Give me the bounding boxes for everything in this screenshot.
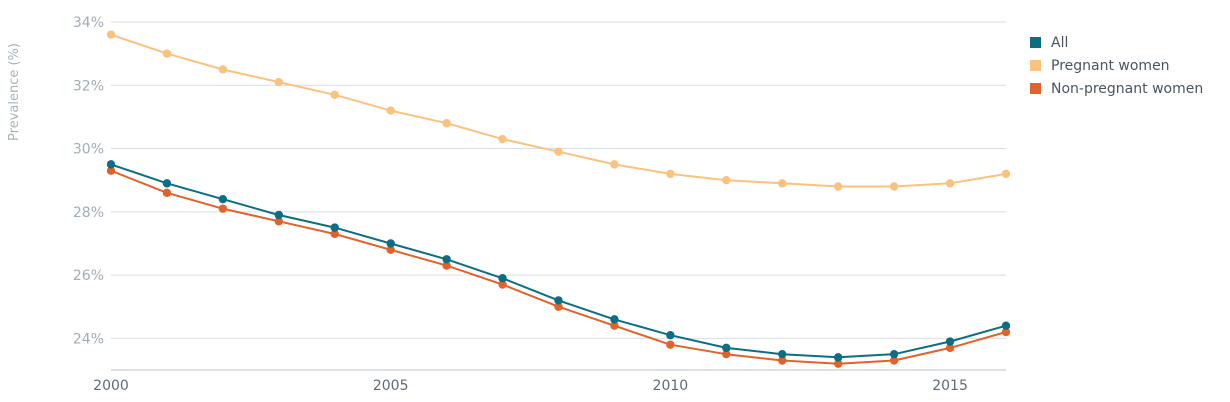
data-point [554,147,563,156]
legend-label: All [1051,35,1068,51]
y-tick-label: 26% [73,268,104,284]
series-line [110,163,1007,359]
x-tick-label: 2000 [93,378,129,394]
data-point [1001,169,1011,179]
data-point [106,30,116,39]
y-tick-label: 30% [73,142,104,158]
data-point [218,65,228,74]
data-point [498,280,507,289]
data-point [945,337,955,346]
x-tick-label: 2015 [932,378,968,394]
data-point [442,261,451,270]
data-point [889,182,899,191]
data-point [610,315,619,324]
series-line [110,169,1007,365]
data-point [386,106,395,115]
data-point [610,160,619,169]
data-point [1001,321,1011,330]
x-axis: 2000 2005 2010 2015 [93,369,1006,394]
legend-swatch [1030,60,1041,71]
grid-lines [111,21,1006,339]
legend-swatch [1030,37,1041,48]
y-axis-title: Prevalence (%) [7,43,22,141]
legend: All Pregnant women Non-pregnant women [1030,35,1203,97]
series-all [106,160,1011,362]
data-point [106,166,116,175]
data-point [722,343,731,353]
data-point [778,179,787,188]
data-point [162,188,172,198]
data-point [442,255,451,264]
data-point [778,349,787,359]
data-point [889,356,899,365]
data-point [218,194,228,204]
data-point [162,179,172,188]
data-point [945,179,955,188]
y-tick-label: 34% [73,15,104,31]
y-tick-label: 28% [73,205,104,221]
legend-label: Non-pregnant women [1051,81,1203,97]
data-point [722,175,731,185]
y-tick-label: 24% [73,331,104,347]
data-point [666,331,675,340]
data-point [778,356,787,365]
data-point [330,229,339,239]
y-tick-label: 32% [73,78,104,94]
data-point [274,217,284,226]
series-non-pregnant-women [106,166,1011,368]
data-point [722,349,731,359]
data-point [833,359,843,368]
data-point [833,353,843,362]
data-point [945,343,955,353]
legend-label: Pregnant women [1051,58,1170,74]
data-point [386,239,395,248]
data-point [554,302,563,311]
data-point [889,349,899,359]
series-line [110,33,1007,188]
series-lines [106,30,1011,368]
legend-swatch [1030,83,1041,94]
data-point [274,77,284,87]
data-point [218,204,228,213]
data-point [442,119,451,128]
data-point [833,182,843,191]
data-point [162,49,172,58]
data-point [610,321,619,330]
data-point [274,210,284,220]
data-point [330,90,339,99]
series-pregnant-women [106,30,1011,191]
data-point [386,245,395,254]
data-point [1001,327,1011,337]
y-axis: 24% 26% 28% 30% 32% 34% [73,15,104,347]
data-point [106,160,116,169]
data-point [498,274,507,283]
data-point [330,223,339,232]
data-point [498,134,507,144]
x-tick-label: 2010 [653,378,689,394]
x-tick-label: 2005 [373,378,409,394]
data-point [554,296,563,305]
data-point [666,340,675,349]
data-point [666,169,675,179]
